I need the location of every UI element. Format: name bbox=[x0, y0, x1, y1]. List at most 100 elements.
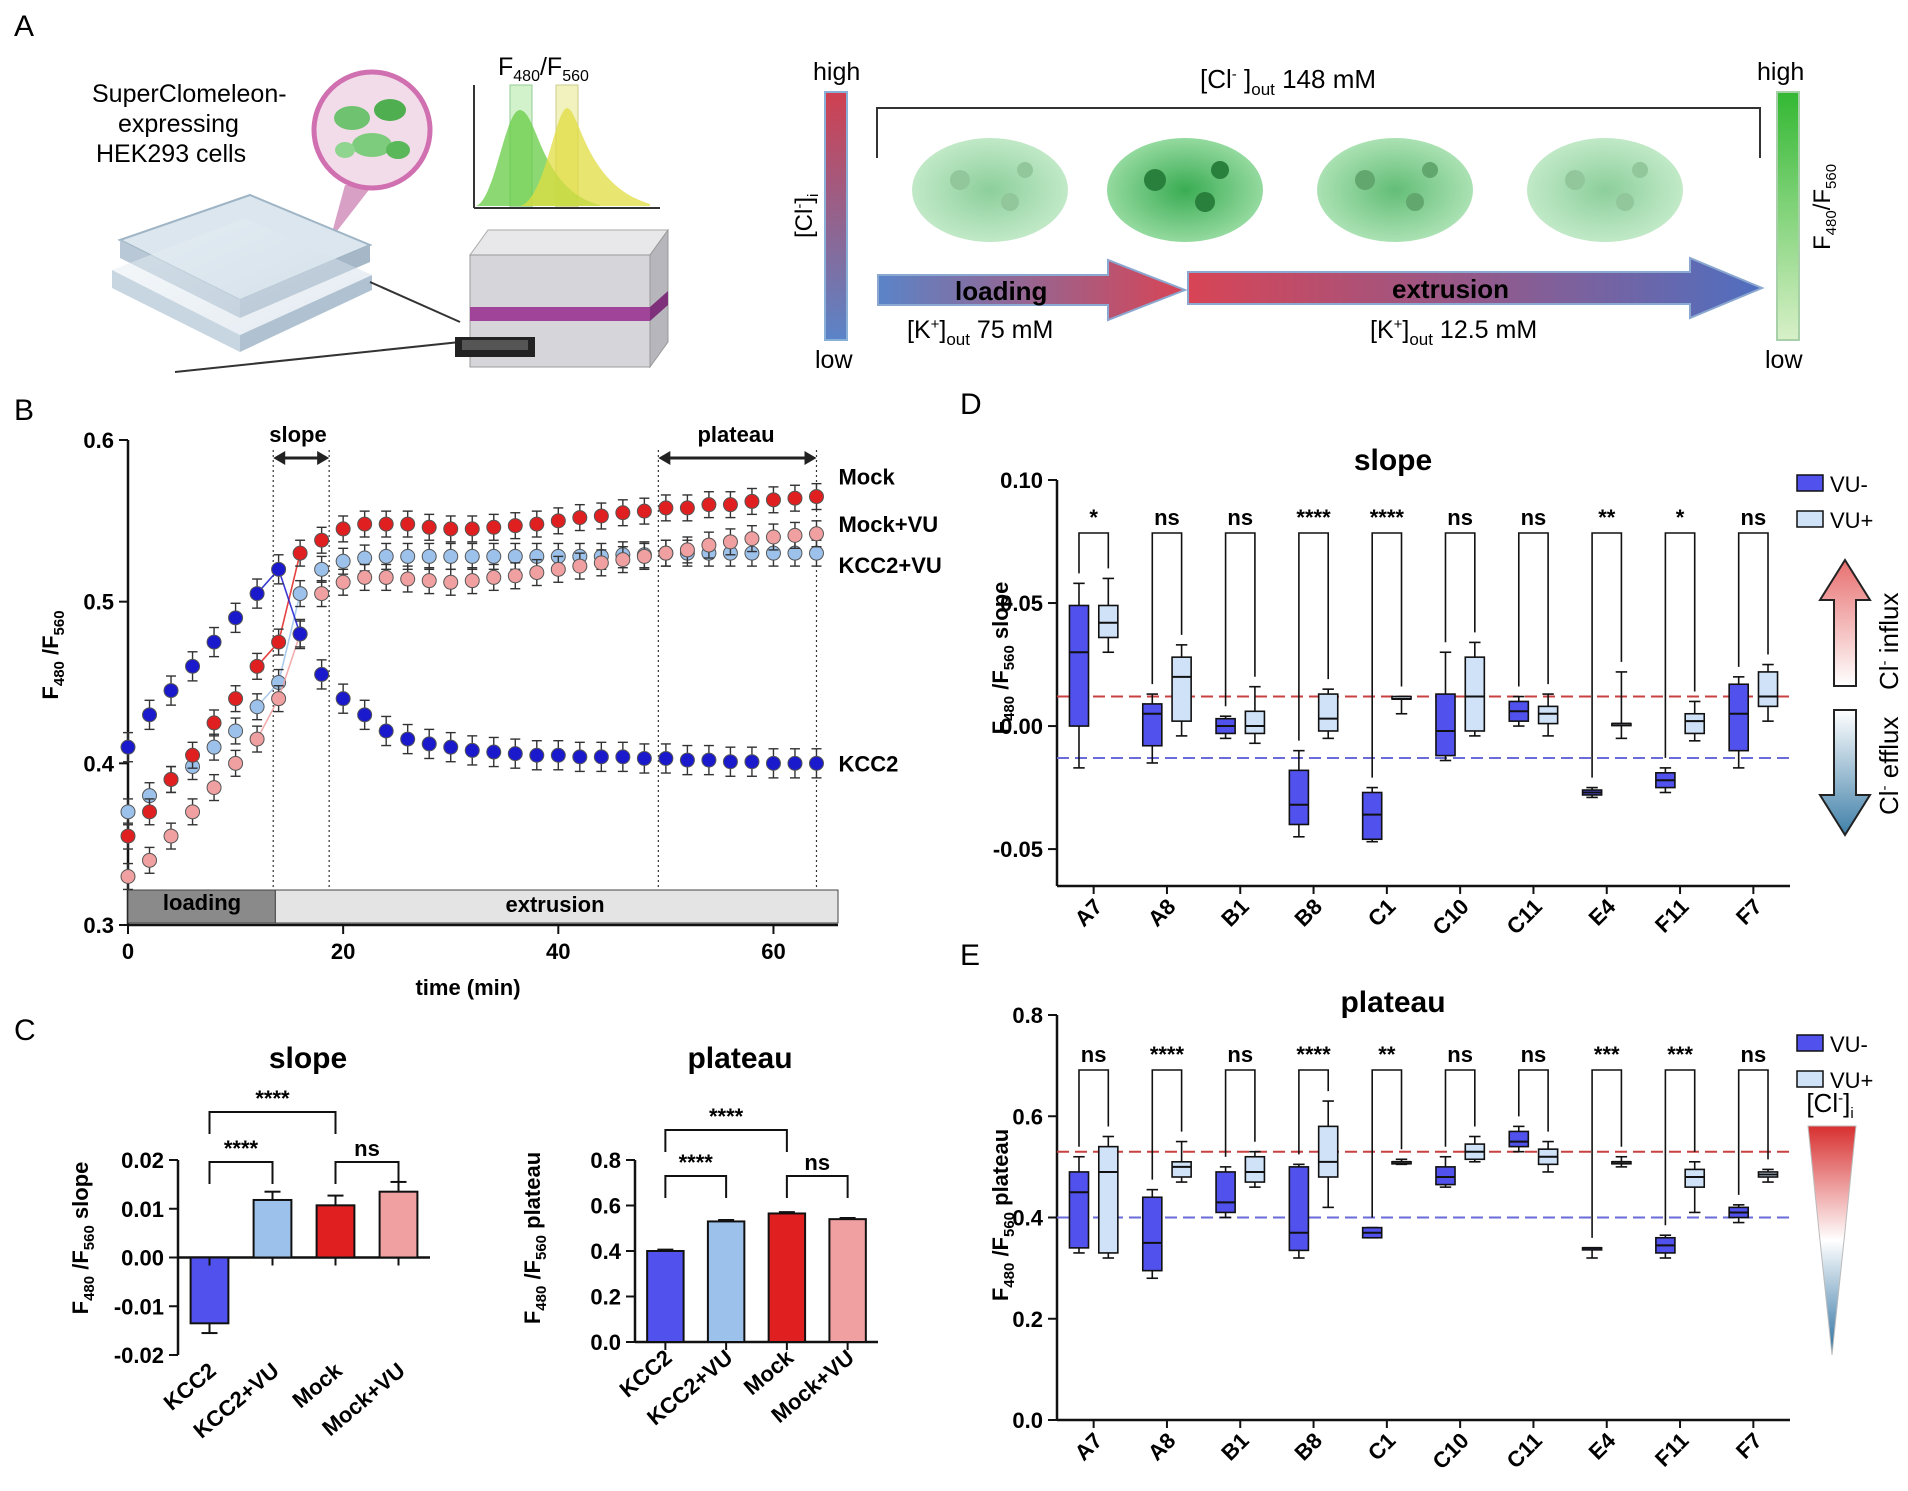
point-kcc2 bbox=[142, 707, 158, 723]
b-y-tick-label: 0.4 bbox=[83, 751, 114, 776]
box-x-tick-label-c1: C1 bbox=[1363, 1428, 1401, 1466]
b-y-tick-label: 0.3 bbox=[83, 913, 114, 938]
legend-swatch-vu-plus bbox=[1796, 510, 1824, 528]
box-a7-vu-plus bbox=[1097, 604, 1119, 639]
point-kcc2vu bbox=[507, 548, 523, 564]
b-x-tick-label: 20 bbox=[331, 939, 355, 964]
point-kcc2 bbox=[701, 752, 717, 768]
point-mock bbox=[335, 521, 351, 537]
point-mock bbox=[378, 516, 394, 532]
sig-bracket-e4 bbox=[1591, 1069, 1623, 1238]
point-kcc2 bbox=[249, 586, 265, 602]
plateau-window-arrow-head-right bbox=[804, 451, 817, 465]
sig-label-c1: ** bbox=[1378, 1042, 1396, 1067]
plateau-window-label: plateau bbox=[697, 422, 774, 447]
phase-loading-label: loading bbox=[163, 890, 241, 915]
point-mock bbox=[529, 516, 545, 532]
sig-bracket-kcc2-kcc2vu-label: **** bbox=[224, 1136, 259, 1161]
box-a8-vu-minus bbox=[1141, 1196, 1163, 1272]
point-mockvu bbox=[765, 529, 781, 545]
point-mockvu bbox=[400, 571, 416, 587]
box-x-tick-label-a8: A8 bbox=[1143, 894, 1181, 932]
box-x-tick-label-b8: B8 bbox=[1290, 894, 1328, 932]
point-kcc2 bbox=[271, 561, 287, 577]
point-kcc2 bbox=[421, 736, 437, 752]
point-kcc2 bbox=[679, 752, 695, 768]
sig-label-c10: ns bbox=[1447, 505, 1473, 530]
point-mockvu bbox=[228, 755, 244, 771]
c-y-tick-label: 0.00 bbox=[121, 1246, 164, 1271]
sig-label-f7: ns bbox=[1741, 505, 1767, 530]
point-mockvu bbox=[185, 804, 201, 820]
sig-bracket-f7 bbox=[1737, 532, 1769, 667]
bar-mock bbox=[315, 1204, 356, 1259]
point-mock bbox=[228, 691, 244, 707]
point-kcc2 bbox=[636, 750, 652, 766]
sig-bracket-b8 bbox=[1298, 532, 1330, 741]
sig-bracket-kcc2-mock-label: **** bbox=[709, 1104, 744, 1129]
c-y-tick-label: 0.6 bbox=[590, 1194, 621, 1219]
box-a7-vu-minus bbox=[1068, 1171, 1090, 1249]
series-label-mock: Mock bbox=[838, 465, 895, 490]
point-mockvu bbox=[335, 574, 351, 590]
panel-letter-b: B bbox=[14, 394, 34, 427]
point-mock bbox=[249, 658, 265, 674]
sig-bracket-f11 bbox=[1664, 1069, 1696, 1226]
sig-bracket-e4 bbox=[1591, 532, 1623, 778]
point-kcc2vu bbox=[206, 739, 222, 755]
box-c11-vu-plus bbox=[1537, 705, 1559, 725]
box-f11-vu-plus bbox=[1684, 1168, 1706, 1188]
box-a8-vu-plus bbox=[1171, 1161, 1192, 1178]
box-x-tick-label-c1: C1 bbox=[1363, 894, 1401, 932]
sig-bracket-mock-mockvu-label: ns bbox=[354, 1136, 380, 1161]
loading-arrow: loading bbox=[877, 258, 1188, 322]
legend-label-vu-plus: VU+ bbox=[1830, 1068, 1873, 1093]
panel-letter-d: D bbox=[960, 388, 982, 421]
sig-label-b1: ns bbox=[1227, 1042, 1253, 1067]
point-mockvu bbox=[464, 573, 480, 589]
sig-bracket-c1 bbox=[1371, 532, 1403, 778]
box-a7-vu-minus bbox=[1068, 604, 1090, 727]
bar-mock-vu bbox=[378, 1190, 419, 1259]
bar-mock-vu bbox=[828, 1218, 867, 1344]
well-plate-icon bbox=[112, 193, 373, 352]
point-kcc2 bbox=[378, 723, 394, 739]
phase-loading-bar bbox=[127, 889, 276, 924]
point-mockvu bbox=[314, 586, 330, 602]
point-mock bbox=[163, 772, 179, 787]
point-mock bbox=[615, 505, 631, 521]
c-y-tick-label: -0.01 bbox=[114, 1294, 164, 1319]
point-kcc2 bbox=[744, 754, 760, 770]
sig-bracket-kcc2-kcc2vu bbox=[664, 1175, 728, 1198]
point-kcc2 bbox=[120, 739, 136, 755]
slope-window-arrow-head-left bbox=[273, 451, 286, 465]
panel-a: SuperClomeleon- expressing HEK293 cells … bbox=[92, 53, 1840, 374]
sig-bracket-b1 bbox=[1224, 1069, 1256, 1157]
k-loading-label: [K+]out 75 mM bbox=[907, 316, 1053, 349]
ratio-label-top: F480/F560 bbox=[498, 53, 589, 85]
sig-bracket-kcc2-mock bbox=[664, 1129, 788, 1152]
c-y-tick-label: 0.8 bbox=[590, 1148, 621, 1173]
slope-window-label: slope bbox=[269, 422, 326, 447]
sig-label-e4: ** bbox=[1598, 505, 1616, 530]
cl-low-label: low bbox=[815, 346, 853, 374]
box-y-tick-label: -0.05 bbox=[993, 837, 1043, 862]
c-y-tick-label: -0.02 bbox=[114, 1343, 164, 1368]
point-mock bbox=[593, 508, 609, 524]
point-mockvu bbox=[486, 569, 502, 585]
box-y-tick-label: 0.2 bbox=[1012, 1307, 1043, 1332]
point-kcc2 bbox=[357, 707, 373, 723]
panel-e-plateau-boxplot: plateau F480 /F560 plateau [Cl-]i 0.00.2… bbox=[988, 986, 1873, 1474]
cl-influx-arrow: Cl- influx bbox=[1818, 558, 1904, 690]
panel-c-plateau-bars: plateau F480 /F560 plateau 0.0 0.2 0.4 0.6 0… bbox=[520, 1042, 878, 1430]
point-mock bbox=[679, 500, 695, 516]
c-slope-title: slope bbox=[269, 1042, 347, 1075]
ratio-gradient-axis: high low F480/F560 bbox=[1757, 58, 1840, 374]
sig-label-c10: ns bbox=[1447, 1042, 1473, 1067]
point-mock bbox=[765, 492, 781, 508]
point-mockvu bbox=[421, 573, 437, 589]
sig-label-e4: *** bbox=[1594, 1042, 1620, 1067]
box-b8-vu-plus bbox=[1317, 1125, 1339, 1178]
plateau-window-arrow-head-left bbox=[658, 451, 671, 465]
b-y-tick-label: 0.6 bbox=[83, 428, 114, 453]
